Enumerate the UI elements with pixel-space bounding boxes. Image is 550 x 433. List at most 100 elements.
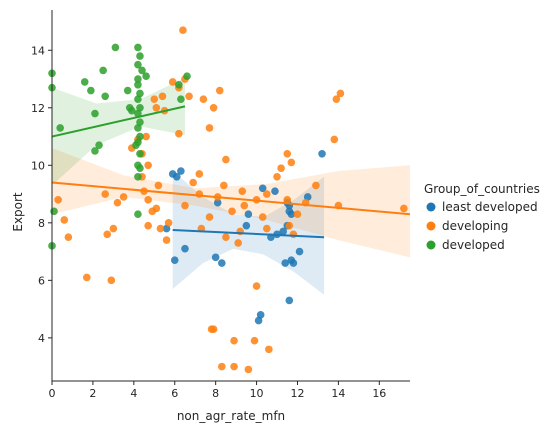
- point-developed: [91, 147, 99, 155]
- point-developing: [181, 202, 189, 210]
- point-developing: [218, 363, 226, 371]
- point-developing: [238, 187, 246, 195]
- legend-marker-least-developed: [427, 203, 436, 212]
- point-developing: [251, 337, 259, 345]
- point-developed: [50, 208, 58, 216]
- point-developed: [132, 141, 140, 149]
- point-developing: [120, 193, 128, 201]
- point-developing: [185, 92, 193, 100]
- point-developing: [165, 219, 173, 227]
- legend-marker-developing: [427, 222, 436, 231]
- point-developed: [136, 164, 144, 172]
- legend-title: Group_of_countries: [424, 182, 540, 196]
- point-developed: [134, 173, 142, 181]
- point-developing: [253, 282, 261, 290]
- point-developing: [263, 190, 271, 198]
- point-least-developed: [173, 173, 181, 181]
- point-developing: [234, 239, 242, 247]
- point-developing: [200, 95, 208, 103]
- x-axis-label: non_agr_rate_mfn: [177, 409, 285, 423]
- point-developing: [400, 205, 408, 213]
- x-tick-label: 12: [290, 387, 304, 400]
- point-developing: [159, 92, 167, 100]
- point-developing: [103, 231, 111, 239]
- y-tick-label: 6: [38, 274, 45, 287]
- point-developing: [286, 222, 294, 230]
- point-least-developed: [218, 259, 226, 267]
- point-developing: [210, 104, 218, 112]
- point-developed: [183, 72, 191, 80]
- legend-marker-developed: [427, 241, 436, 250]
- point-developing: [222, 156, 230, 164]
- point-developed: [134, 95, 142, 103]
- point-developing: [163, 236, 171, 244]
- point-developed: [134, 44, 142, 52]
- point-developing: [216, 87, 224, 95]
- point-developing: [195, 170, 203, 178]
- point-developing: [144, 222, 152, 230]
- point-developing: [108, 277, 116, 285]
- point-least-developed: [212, 254, 220, 262]
- point-developing: [153, 104, 161, 112]
- point-developed: [134, 210, 142, 218]
- point-developing: [153, 205, 161, 213]
- x-tick-label: 10: [250, 387, 264, 400]
- point-developing: [114, 199, 122, 207]
- point-developing: [288, 159, 296, 167]
- point-developing: [144, 162, 152, 170]
- point-developed: [112, 44, 120, 52]
- point-developing: [83, 274, 91, 282]
- x-tick-label: 6: [171, 387, 178, 400]
- point-developing: [263, 225, 271, 233]
- point-least-developed: [245, 210, 253, 218]
- point-developed: [136, 52, 144, 60]
- legend-label-developed: developed: [442, 238, 505, 252]
- point-least-developed: [181, 245, 189, 253]
- point-least-developed: [271, 187, 279, 195]
- point-developing: [240, 202, 248, 210]
- point-developing: [144, 196, 152, 204]
- point-developing: [157, 225, 165, 233]
- legend: Group_of_countries least developed develo…: [424, 182, 540, 252]
- point-developing: [283, 150, 291, 158]
- point-developed: [99, 67, 107, 75]
- point-developed: [177, 95, 185, 103]
- point-developed: [87, 87, 95, 95]
- legend-label-least-developed: least developed: [442, 200, 538, 214]
- confidence-bands: [52, 78, 410, 295]
- y-tick-label: 8: [38, 217, 45, 230]
- point-developing: [155, 182, 163, 190]
- point-developing: [331, 136, 339, 144]
- point-developing: [245, 366, 253, 374]
- point-developing: [189, 179, 197, 187]
- point-developed: [128, 107, 136, 115]
- point-developing: [101, 190, 109, 198]
- y-tick-label: 14: [31, 44, 45, 57]
- point-developing: [110, 225, 118, 233]
- y-axis-label: Export: [11, 192, 25, 232]
- point-developing: [259, 213, 267, 221]
- point-developing: [290, 231, 298, 239]
- point-developing: [273, 173, 281, 181]
- point-developed: [175, 81, 183, 89]
- point-developing: [230, 337, 238, 345]
- point-developed: [101, 92, 109, 100]
- point-developing: [210, 325, 218, 333]
- point-developing: [230, 363, 238, 371]
- point-least-developed: [286, 208, 294, 216]
- point-developed: [134, 124, 142, 132]
- point-developing: [337, 90, 345, 98]
- y-tick-label: 10: [31, 159, 45, 172]
- point-developing: [265, 346, 273, 354]
- point-least-developed: [318, 150, 326, 158]
- point-developed: [142, 72, 150, 80]
- point-least-developed: [171, 256, 179, 264]
- point-least-developed: [290, 259, 298, 267]
- point-developing: [228, 208, 236, 216]
- x-tick-label: 8: [212, 387, 219, 400]
- point-least-developed: [255, 317, 263, 325]
- x-tick-label: 0: [49, 387, 56, 400]
- point-least-developed: [286, 297, 294, 305]
- point-developing: [65, 233, 73, 241]
